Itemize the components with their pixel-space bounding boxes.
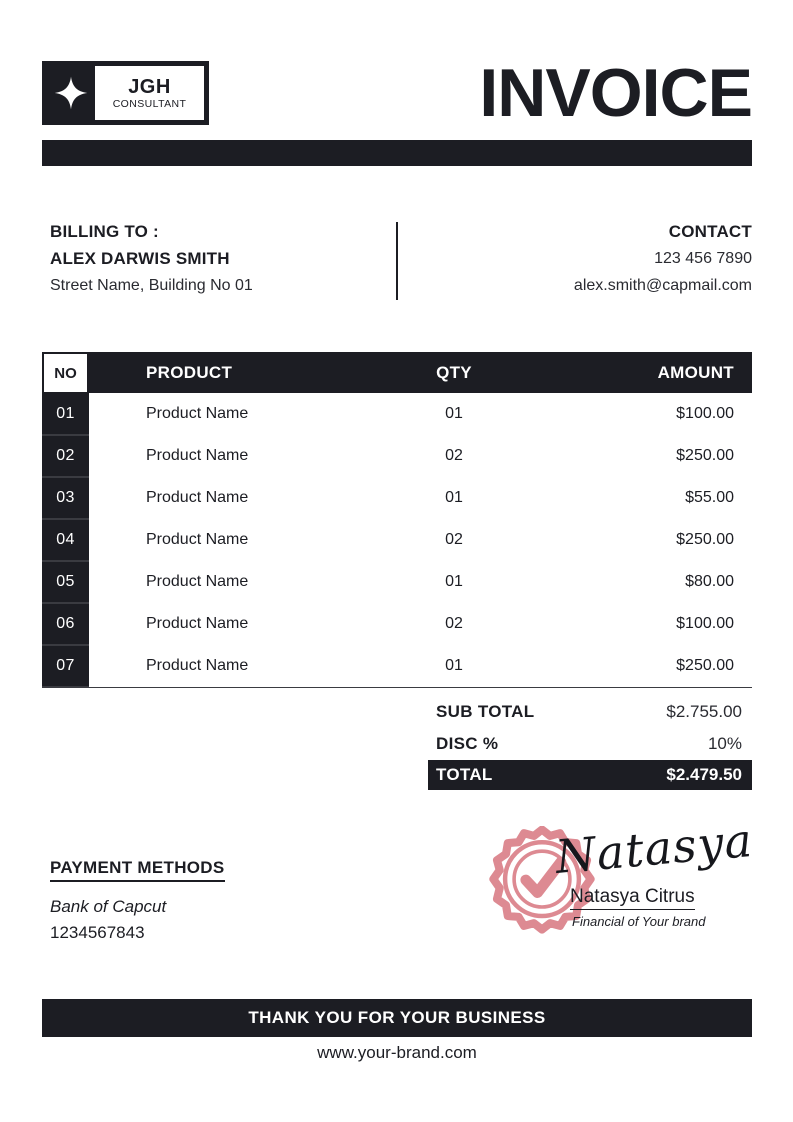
- cell-qty: 02: [379, 435, 529, 477]
- cell-no: 05: [56, 573, 75, 590]
- cell-no: 02: [56, 447, 75, 464]
- cell-no: 03: [56, 489, 75, 506]
- column-header-amount: AMOUNT: [657, 363, 734, 382]
- cell-qty: 01: [379, 393, 529, 435]
- cell-no: 01: [56, 405, 75, 422]
- table-row: 07 Product Name 01 $250.00: [42, 645, 752, 688]
- contact-phone: 123 456 7890: [654, 250, 752, 267]
- cell-product: Product Name: [89, 519, 379, 561]
- footer-thanks-bar: THANK YOU FOR YOUR BUSINESS: [42, 999, 752, 1037]
- billing-block: BILLING TO : ALEX DARWIS SMITH Street Na…: [50, 218, 390, 299]
- signature-block: Natasya Natasya Citrus Financial of Your…: [480, 813, 755, 943]
- cell-qty: 02: [379, 519, 529, 561]
- header-accent-bar: [42, 140, 752, 166]
- cell-amount: $55.00: [529, 477, 752, 519]
- cell-no: 04: [56, 531, 75, 548]
- totals-block: SUB TOTAL $2.755.00 DISC % 10% TOTAL $2.…: [428, 696, 752, 790]
- contact-email: alex.smith@capmail.com: [573, 277, 752, 294]
- table-row: 01 Product Name 01 $100.00: [42, 393, 752, 436]
- table-row: 03 Product Name 01 $55.00: [42, 477, 752, 520]
- signature-role: Financial of Your brand: [572, 914, 706, 929]
- billing-customer-name: ALEX DARWIS SMITH: [50, 249, 230, 268]
- logo-text-card: JGH CONSULTANT: [95, 66, 204, 120]
- company-logo: JGH CONSULTANT: [42, 61, 209, 125]
- grand-total-value: $2.479.50: [666, 765, 742, 784]
- cell-product: Product Name: [89, 393, 379, 435]
- table-header-row: NO PRODUCT QTY AMOUNT: [42, 352, 752, 394]
- cell-product: Product Name: [89, 477, 379, 519]
- cell-amount: $250.00: [529, 645, 752, 687]
- check-seal-stamp-icon: [488, 825, 596, 934]
- cell-amount: $250.00: [529, 435, 752, 477]
- cell-qty: 01: [379, 561, 529, 603]
- billing-address: Street Name, Building No 01: [50, 277, 253, 294]
- cell-product: Product Name: [89, 603, 379, 645]
- payment-methods-title: PAYMENT METHODS: [50, 858, 225, 882]
- cell-qty: 01: [379, 645, 529, 687]
- table-body: 01 Product Name 01 $100.00 02 Product Na…: [42, 393, 752, 688]
- cell-amount: $250.00: [529, 519, 752, 561]
- cell-amount: $100.00: [529, 393, 752, 435]
- billing-to-label: BILLING TO :: [50, 222, 159, 241]
- footer-thanks-text: THANK YOU FOR YOUR BUSINESS: [248, 1008, 546, 1027]
- cell-product: Product Name: [89, 561, 379, 603]
- cell-qty: 02: [379, 603, 529, 645]
- page-title: INVOICE: [479, 55, 753, 131]
- table-row: 02 Product Name 02 $250.00: [42, 435, 752, 478]
- grand-total-label: TOTAL: [436, 765, 493, 784]
- table-row: 06 Product Name 02 $100.00: [42, 603, 752, 646]
- cell-amount: $100.00: [529, 603, 752, 645]
- cell-amount: $80.00: [529, 561, 752, 603]
- grand-total-row: TOTAL $2.479.50: [428, 760, 752, 790]
- footer-website: www.your-brand.com: [317, 1043, 477, 1062]
- discount-label: DISC %: [436, 734, 499, 753]
- column-header-product: PRODUCT: [146, 363, 233, 382]
- subtotal-row: SUB TOTAL $2.755.00: [428, 696, 752, 728]
- payment-bank-name: Bank of Capcut: [50, 897, 167, 916]
- discount-value: 10%: [707, 734, 742, 753]
- logo-company-subtitle: CONSULTANT: [112, 97, 187, 110]
- invoice-header: JGH CONSULTANT INVOICE: [42, 55, 753, 131]
- logo-company-name: JGH: [128, 75, 171, 98]
- column-header-no: NO: [42, 352, 89, 394]
- vertical-divider: [396, 222, 398, 300]
- cell-no: 06: [56, 615, 75, 632]
- discount-row: DISC % 10%: [428, 728, 752, 760]
- billing-contact-row: BILLING TO : ALEX DARWIS SMITH Street Na…: [42, 218, 752, 304]
- cell-product: Product Name: [89, 645, 379, 687]
- contact-block: CONTACT 123 456 7890 alex.smith@capmail.…: [422, 218, 752, 299]
- subtotal-label: SUB TOTAL: [436, 702, 535, 721]
- payment-methods-block: PAYMENT METHODS Bank of Capcut 123456784…: [50, 858, 370, 946]
- column-header-qty: QTY: [436, 363, 472, 382]
- subtotal-value: $2.755.00: [666, 702, 742, 721]
- signature-script: Natasya: [553, 812, 755, 884]
- contact-label: CONTACT: [668, 222, 752, 241]
- cell-product: Product Name: [89, 435, 379, 477]
- payment-account-number: 1234567843: [50, 923, 145, 942]
- cell-qty: 01: [379, 477, 529, 519]
- no-column-strip: [42, 352, 89, 688]
- signature-name: Natasya Citrus: [570, 886, 695, 910]
- table-row: 04 Product Name 02 $250.00: [42, 519, 752, 562]
- cell-no: 07: [56, 657, 75, 674]
- table-row: 05 Product Name 01 $80.00: [42, 561, 752, 604]
- line-items-table: NO PRODUCT QTY AMOUNT 01 Product Name 01…: [42, 352, 752, 688]
- four-point-star-icon: [47, 61, 95, 125]
